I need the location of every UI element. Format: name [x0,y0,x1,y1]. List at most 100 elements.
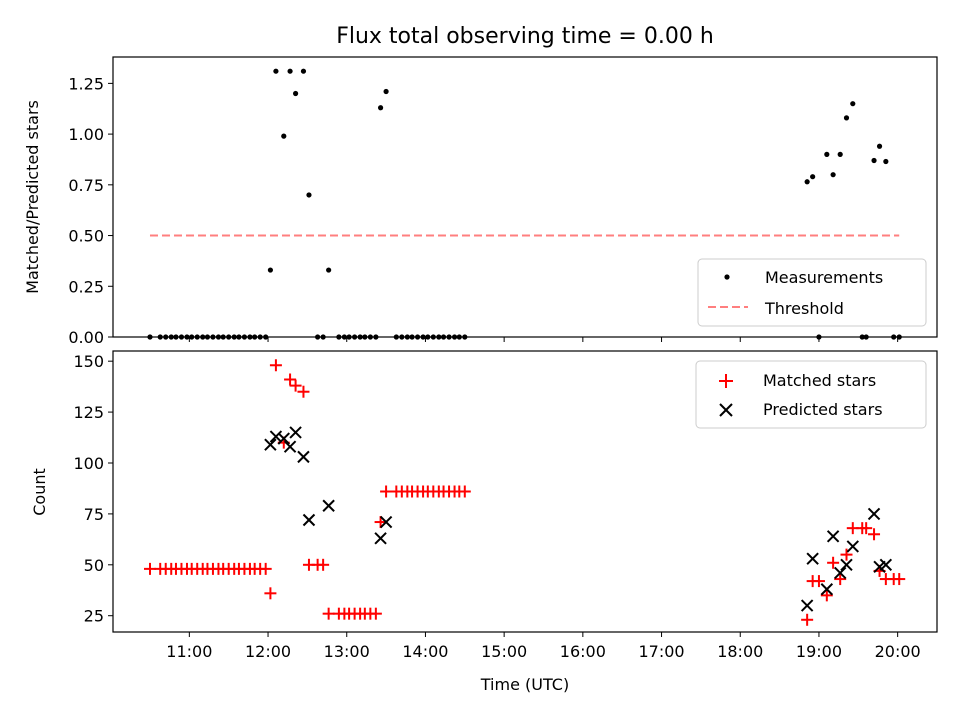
x-axis-label: Time (UTC) [480,675,569,694]
measurement-point [281,133,287,139]
matched-star-point [827,556,840,569]
measurement-point [883,158,889,165]
measurement-point [300,68,307,74]
legend-matched-label: Matched stars [763,371,876,390]
predicted-star-point [374,532,387,545]
matched-star-point [322,607,335,620]
matched-star-point [289,379,302,392]
matched-star-point [834,573,847,586]
bottom-xtick-label: 13:00 [324,642,370,661]
bottom-ytick-label: 150 [73,352,104,371]
predicted-star-point [867,507,881,521]
matched-star-point [259,562,272,575]
bottom-xtick-label: 14:00 [402,642,448,661]
legend-measurements-marker [724,274,730,280]
top-ticks: 0.00 0.25 0.50 0.75 1.00 1.25 [68,74,899,347]
matched-star-point [374,516,387,529]
matched-star-point [317,558,330,571]
top-ytick-label: 0.00 [68,328,104,347]
predicted-star-point [879,558,893,572]
measurement-point [871,157,877,164]
top-ytick-label: 0.50 [68,227,104,246]
matched-star-point [369,607,382,620]
predicted-star-point [833,566,847,580]
bottom-panel: 25 50 75 100 125 150 11:00 12:00 13:00 14:00 15:00… [30,350,938,694]
measurement-point [804,179,810,185]
predicted-star-point [820,583,834,596]
matched-star-point [458,485,471,498]
measurement-point [267,267,274,273]
bottom-legend: Matched stars Predicted stars [695,360,927,429]
bottom-y-axis-label: Count [30,468,49,516]
predicted-star-point [297,450,310,464]
matched-star-point [893,573,906,586]
measurement-point [306,192,312,198]
predicted-star-point [322,499,335,512]
matched-star-point [812,575,825,588]
predicted-star-point [806,552,819,565]
matched-star-point [860,522,873,535]
bottom-xtick-label: 11:00 [166,642,212,661]
predicted-star-point [277,432,290,445]
bottom-xtick-label: 17:00 [638,642,684,661]
matched-star-point [269,359,282,372]
predicted-star-point [289,426,302,439]
bottom-xtick-label: 15:00 [481,642,527,661]
measurement-point [383,88,389,95]
top-y-axis-label: Matched/Predicted stars [23,100,42,294]
matched-star-point [840,548,853,561]
measurement-point [876,143,883,149]
top-panel: Flux total observing time = 0.00 h 0.000… [23,24,938,347]
bottom-xtick-label: 19:00 [796,642,842,661]
measurement-point [810,174,816,180]
top-ytick-label: 0.25 [68,277,104,296]
legend-predicted-marker [719,403,733,417]
predicted-star-point [840,558,853,572]
bottom-xtick-label: 18:00 [717,642,763,661]
bottom-axes-frame [112,350,938,633]
bottom-ytick-label: 75 [84,505,104,524]
chart-title: Flux total observing time = 0.00 h [336,24,714,49]
top-ytick-label: 0.75 [68,176,104,195]
predicted-star-point [846,540,859,553]
matched-star-point [143,562,156,575]
top-ytick-label: 1.25 [68,74,104,93]
bottom-xtick-label: 12:00 [245,642,291,661]
legend-measurements-label: Measurements [765,268,883,287]
matched-star-point [820,589,833,602]
bottom-legend-box [695,360,927,429]
bottom-xtick-label: 20:00 [875,642,921,661]
bottom-ticks: 25 50 75 100 125 150 11:00 12:00 13:00 14:00 15:00… [73,352,920,661]
predicted-star-point [264,438,277,451]
matched-star-point [264,587,277,600]
top-axes-frame [112,56,938,338]
matched-star-point [284,373,297,386]
predicted-star-point [379,515,393,529]
top-ytick-label: 1.00 [68,125,104,144]
measurement-point [850,101,856,107]
measurement-point [824,151,830,157]
predicted-star-point [800,599,814,612]
bottom-data-marks [143,359,906,626]
bottom-ytick-label: 100 [73,454,104,473]
matched-star-point [297,385,310,398]
bottom-ytick-label: 50 [84,556,104,575]
measurement-point [287,68,293,74]
measurement-point [837,151,843,157]
matched-star-point [868,528,881,541]
measurement-point [292,90,299,97]
legend-matched-marker [719,374,733,388]
top-legend: Measurements Threshold [697,258,927,327]
measurement-point [326,267,332,273]
predicted-star-point [826,530,840,543]
matched-star-point [801,613,814,626]
bottom-ytick-label: 25 [84,607,104,626]
bottom-ytick-label: 125 [73,403,104,422]
predicted-star-point [269,430,283,443]
measurement-point [843,115,850,121]
top-legend-box [697,258,927,327]
predicted-star-point [302,513,316,527]
measurement-point [830,172,836,178]
legend-predicted-label: Predicted stars [763,400,883,419]
